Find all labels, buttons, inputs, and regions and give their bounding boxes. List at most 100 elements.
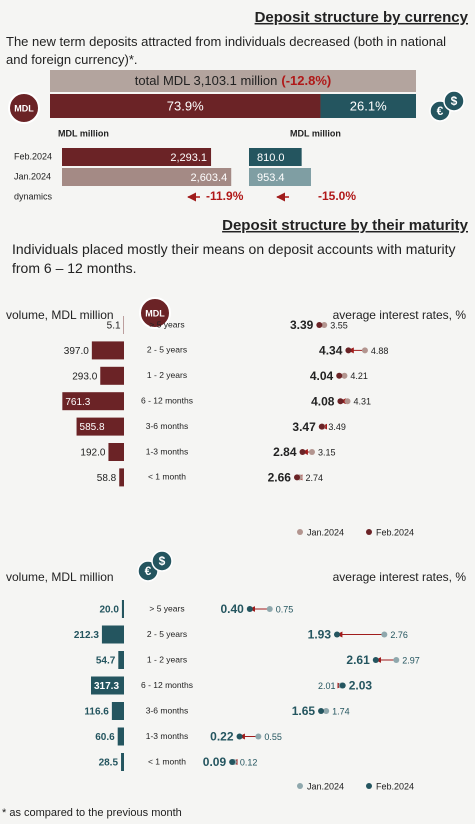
rate-jan-dot (341, 372, 348, 379)
rate-jan-value: 4.88 (371, 346, 389, 356)
legend-label: Feb.2024 (376, 527, 414, 537)
rate-jan-value: 2.01 (318, 681, 336, 691)
total-change: (-12.8%) (281, 73, 331, 88)
legend-dot (366, 529, 372, 535)
rate-feb-dot (345, 347, 352, 354)
currency-bar (249, 148, 302, 166)
rate-feb-value: 1.65 (292, 704, 316, 718)
volume-bar (111, 702, 124, 720)
rate-feb-dot (337, 398, 344, 405)
volume-bar (118, 651, 124, 669)
rate-feb-value: 2.66 (268, 471, 292, 485)
currency-value: 810.0 (257, 152, 285, 164)
category-label: > 5 years (149, 603, 184, 613)
rate-jan-value: 2.74 (305, 473, 323, 483)
volume-value: 192.0 (80, 448, 105, 459)
category-label: 6 - 12 months (141, 680, 193, 690)
mdl-icon-text: MDL (14, 103, 34, 113)
volume-bar (62, 392, 124, 411)
intro: The new term deposits attracted from ind… (6, 34, 447, 67)
legend-label: Jan.2024 (307, 781, 344, 791)
rate-jan-dot (381, 631, 388, 638)
share-label: 73.9% (167, 98, 204, 113)
volume-value: 54.7 (96, 656, 116, 667)
unit-label: MDL million (58, 128, 109, 138)
rate-feb-dot (339, 682, 346, 689)
rate-feb-value: 4.34 (319, 344, 343, 358)
volume-value: 5.1 (107, 321, 121, 332)
volume-bar (117, 727, 124, 746)
mdl-icon (8, 92, 40, 124)
currency-value: 953.4 (257, 172, 285, 184)
rate-jan-value: 3.49 (328, 422, 346, 432)
fx-icon-text: $ (451, 94, 458, 108)
dynamics-value: -11.9% (206, 189, 244, 203)
volume-value: 293.0 (72, 371, 97, 382)
fx-icon (443, 90, 465, 112)
rate-feb-value: 0.40 (220, 602, 244, 616)
rate-jan-value: 0.55 (264, 732, 282, 742)
share-label: 26.1% (350, 98, 387, 113)
rate-jan-value: 2.97 (402, 655, 420, 665)
rate-feb-dot (318, 708, 325, 714)
volume-bar (100, 366, 124, 385)
rate-jan-dot (344, 398, 351, 405)
share-bar (320, 94, 416, 118)
rate-jan-dot (361, 347, 368, 354)
legend-dot (297, 783, 303, 789)
total-text: total MDL 3,103.1 million (-12.8%) (135, 73, 331, 88)
volume-value: 585.8 (80, 422, 105, 433)
volume-bar (101, 625, 124, 644)
unit-label: MDL million (290, 128, 341, 138)
currency-value: 2,293.1 (170, 152, 207, 164)
currency-bar (249, 168, 311, 186)
period-label: Feb.2024 (14, 151, 52, 161)
rate-feb-value: 3.47 (292, 420, 316, 434)
volume-value: 20.0 (99, 605, 119, 616)
rate-feb-value: 4.08 (311, 394, 335, 408)
maturity-intro: Individuals placed mostly their means on… (12, 241, 456, 276)
rate-jan-value: 3.15 (318, 447, 336, 457)
rate-feb-value: 2.61 (346, 653, 370, 667)
rate-jan-value: 0.75 (276, 604, 294, 614)
rate-feb-dot (318, 423, 325, 430)
rate-feb-dot (316, 322, 323, 328)
category-label: > 5 years (149, 319, 184, 329)
share-bar (50, 94, 321, 118)
volume-value: 28.5 (99, 758, 119, 769)
volume-value: 60.6 (95, 732, 115, 743)
rate-jan-dot (266, 606, 273, 612)
currency-value: 2,603.4 (191, 172, 228, 184)
rate-jan-value: 1.74 (332, 706, 350, 716)
rate-feb-dot (299, 449, 306, 455)
legend-dot (297, 529, 303, 535)
rate-jan-value: 0.12 (240, 757, 258, 767)
rate-feb-dot (293, 474, 300, 481)
rate-jan-value: 4.21 (350, 371, 368, 381)
legend-label: Feb.2024 (376, 781, 414, 791)
rate-feb-value: 4.04 (310, 369, 334, 383)
category-label: 1 - 2 years (147, 654, 187, 664)
rates-label: average interest rates, % (333, 308, 467, 322)
fx-icon-text: $ (159, 554, 166, 568)
category-label: 2 - 5 years (147, 345, 187, 355)
rate-jan-dot (323, 708, 330, 714)
rate-jan-dot (255, 733, 262, 740)
dynamics-label: dynamics (14, 191, 53, 201)
fx-icon-text: € (437, 104, 444, 118)
volume-value: 116.6 (84, 707, 109, 718)
fx-icon-text: € (145, 564, 152, 578)
volume-bar (91, 341, 124, 360)
volume-value: 317.3 (94, 681, 119, 692)
rate-feb-dot (334, 631, 341, 638)
footnote: * as compared to the previous month (2, 807, 182, 819)
category-label: 1-3 months (146, 731, 189, 741)
rate-feb-value: 1.93 (308, 628, 332, 642)
category-label: < 1 month (148, 756, 186, 766)
maturity-title: Deposit structure by their maturity (222, 217, 469, 234)
rates-label: average interest rates, % (333, 570, 467, 584)
volume-bar (76, 417, 124, 436)
volume-bar (121, 753, 124, 771)
